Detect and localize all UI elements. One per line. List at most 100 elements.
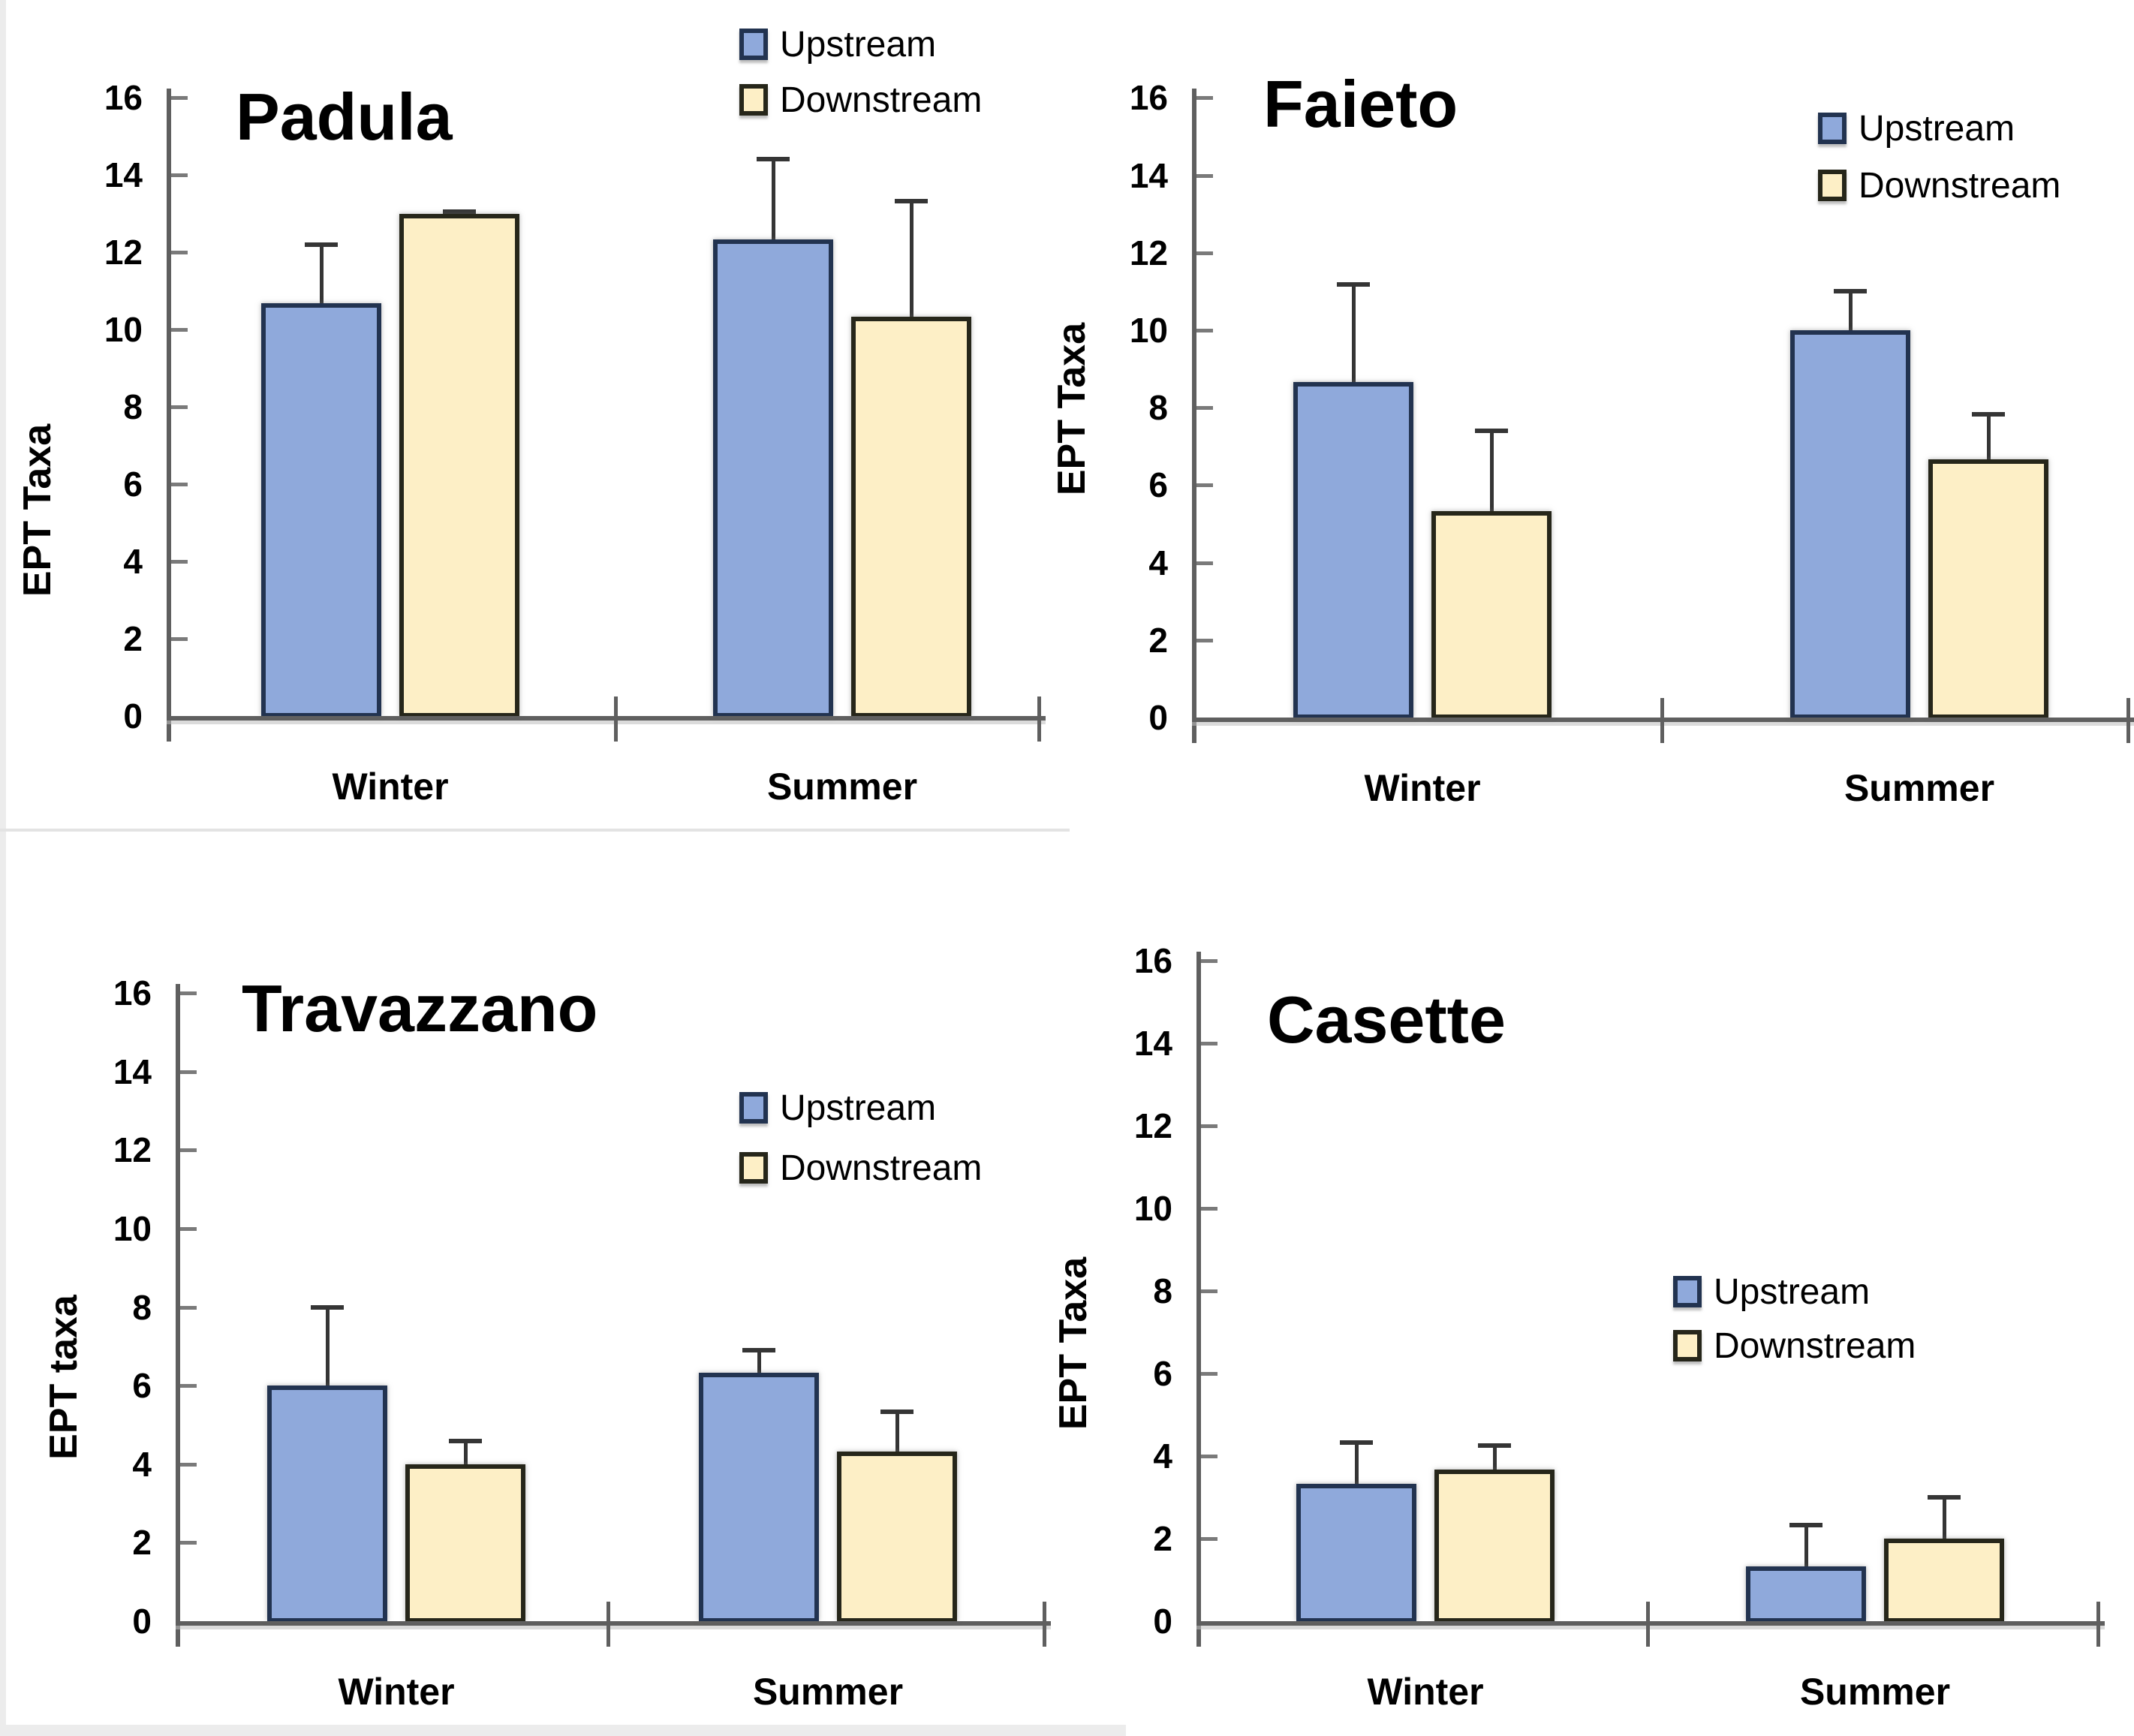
y-tick-mark [1196,96,1213,101]
y-tick-label: 0 [1148,698,1168,737]
y-tick-label: 12 [1133,1106,1172,1145]
y-tick-mark [1201,1289,1217,1293]
y-tick-mark [180,1070,197,1074]
y-tick-label: 6 [1148,465,1168,505]
casette-summer-upstream-bar [1746,1566,1866,1621]
error-bar-cap [880,1410,913,1415]
y-tick-mark [171,560,188,564]
legend-label-downstream: Downstream [780,80,983,120]
legend-swatch-downstream [739,84,768,116]
error-bar-downstream-winter [464,1439,468,1464]
casette-winter-downstream-bar [1434,1470,1555,1621]
y-tick-mark [171,96,188,100]
y-tick-mark [180,991,197,996]
error-bar-cap [1337,281,1370,287]
error-bar-upstream-winter [320,242,324,304]
error-bar-downstream-summer [895,1410,899,1452]
y-tick-label: 16 [113,973,152,1013]
y-tick-label: 14 [1129,155,1168,195]
y-tick-mark [1201,1124,1217,1128]
error-bar-cap [742,1347,775,1352]
error-bar-downstream-summer [910,198,913,317]
y-axis-line [176,984,180,1647]
error-bar-downstream-winter [1493,1443,1497,1470]
error-bar-downstream-summer [1943,1495,1946,1539]
x-category-label-winter: Winter [1364,767,1481,809]
y-tick-label: 4 [1153,1437,1172,1476]
error-bar-cap [1478,1443,1511,1449]
x-axis-center-tick [614,697,618,742]
x-category-label-summer: Summer [1799,1671,1951,1713]
error-bar-cap [757,156,790,161]
casette-winter-upstream-bar [1296,1483,1416,1621]
x-axis-end-tick [1043,1602,1046,1647]
y-tick-label: 12 [1129,233,1168,272]
legend-label-upstream: Upstream [1859,109,2015,149]
error-bar-cap [1972,412,2005,417]
y-tick-label: 14 [1133,1024,1172,1063]
y-tick-label: 2 [132,1523,152,1563]
y-tick-label: 8 [123,387,143,426]
y-tick-mark [171,637,188,641]
chart-title-travazzano: Travazzano [242,971,598,1046]
faieto-winter-upstream-bar [1293,381,1413,718]
error-bar-cap [305,242,338,247]
error-bar-cap [443,209,476,214]
y-tick-mark [1196,173,1213,178]
chart-title-faieto: Faieto [1263,67,1458,141]
error-bar-upstream-summer [1804,1522,1808,1566]
y-tick-label: 14 [113,1052,152,1091]
y-tick-label: 12 [104,233,143,272]
legend-swatch-upstream [739,1092,768,1124]
legend-label-upstream: Upstream [780,1088,937,1128]
error-bar-cap [1834,289,1867,294]
bottom-edge-artifact [0,1725,1126,1736]
travazzano-winter-downstream-bar [405,1464,525,1621]
y-tick-mark [180,1227,197,1231]
x-axis-end-tick [2096,1602,2100,1647]
error-bar-cap [1928,1495,1961,1500]
travazzano-summer-upstream-bar [699,1372,819,1621]
y-tick-mark [1201,1207,1217,1211]
y-tick-mark [171,405,188,409]
y-tick-label: 0 [123,697,143,736]
padula-panel-bottom-edge [0,829,1070,832]
error-bar-upstream-summer [1849,289,1853,330]
y-tick-label: 12 [113,1130,152,1170]
y-tick-label: 2 [123,619,143,658]
y-axis-line [167,89,171,742]
y-tick-mark [1196,251,1213,255]
x-category-label-summer: Summer [752,1671,904,1713]
x-axis-end-tick [2126,698,2130,743]
x-category-label-winter: Winter [338,1671,455,1713]
travazzano-summer-downstream-bar [837,1451,957,1621]
y-tick-label: 16 [1129,78,1168,118]
y-tick-mark [1201,1455,1217,1458]
error-bar-upstream-summer [757,1347,761,1373]
y-tick-mark [180,1305,197,1310]
padula-summer-downstream-bar [851,317,971,716]
error-bar-cap [311,1304,344,1310]
x-axis-center-tick [606,1602,610,1647]
x-axis-end-tick [1037,697,1041,742]
y-tick-label: 10 [113,1209,152,1248]
y-tick-mark [180,1462,197,1467]
y-tick-label: 6 [1153,1354,1172,1393]
y-tick-mark [171,173,188,177]
legend-swatch-downstream [1673,1330,1702,1361]
legend-label-upstream: Upstream [1714,1272,1871,1312]
y-tick-label: 0 [1153,1602,1172,1641]
y-tick-mark [1196,638,1213,642]
error-bar-upstream-summer [772,156,775,239]
faieto-summer-upstream-bar [1790,330,1910,718]
legend-swatch-upstream [739,29,768,60]
y-tick-label: 14 [104,155,143,194]
error-bar-upstream-winter [1352,281,1356,382]
padula-winter-upstream-bar [261,303,381,716]
y-tick-label: 0 [132,1602,152,1641]
y-tick-mark [1201,959,1217,963]
chart-title-casette: Casette [1267,982,1506,1057]
y-tick-label: 10 [1133,1189,1172,1228]
chart-title-padula: Padula [236,80,453,154]
